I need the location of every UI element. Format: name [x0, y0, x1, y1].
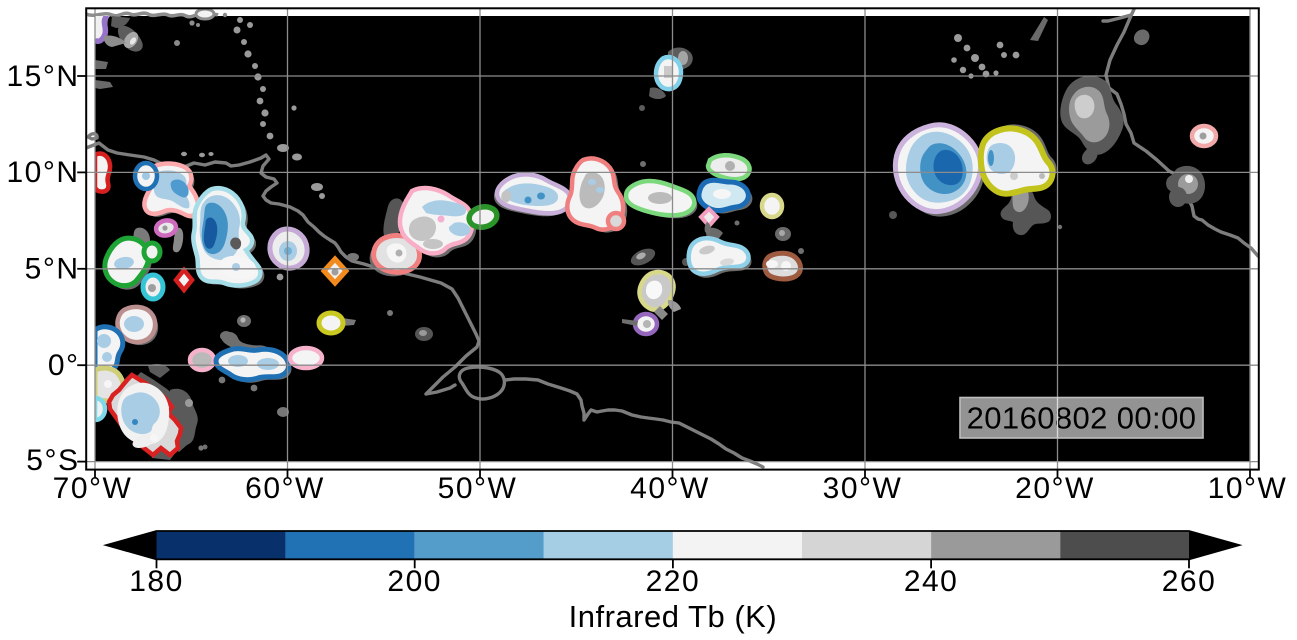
svg-text:10°W: 10°W [1208, 472, 1288, 505]
svg-text:20160802 00:00: 20160802 00:00 [967, 401, 1197, 436]
svg-text:10°N: 10°N [6, 156, 79, 189]
svg-text:40°W: 40°W [630, 472, 710, 505]
svg-text:50°W: 50°W [438, 472, 518, 505]
svg-text:220: 220 [646, 565, 701, 598]
svg-text:260: 260 [1162, 565, 1217, 598]
svg-text:200: 200 [387, 565, 442, 598]
svg-text:5°N: 5°N [25, 252, 80, 285]
svg-text:180: 180 [129, 565, 184, 598]
svg-text:30°W: 30°W [823, 472, 903, 505]
svg-text:240: 240 [904, 565, 959, 598]
svg-text:60°W: 60°W [245, 472, 325, 505]
svg-text:70°W: 70°W [53, 472, 133, 505]
svg-text:0°: 0° [48, 349, 80, 382]
svg-text:5°S: 5°S [26, 444, 79, 477]
svg-text:Infrared Tb (K): Infrared Tb (K) [569, 599, 778, 634]
svg-text:15°N: 15°N [6, 60, 79, 93]
svg-text:20°W: 20°W [1015, 472, 1095, 505]
